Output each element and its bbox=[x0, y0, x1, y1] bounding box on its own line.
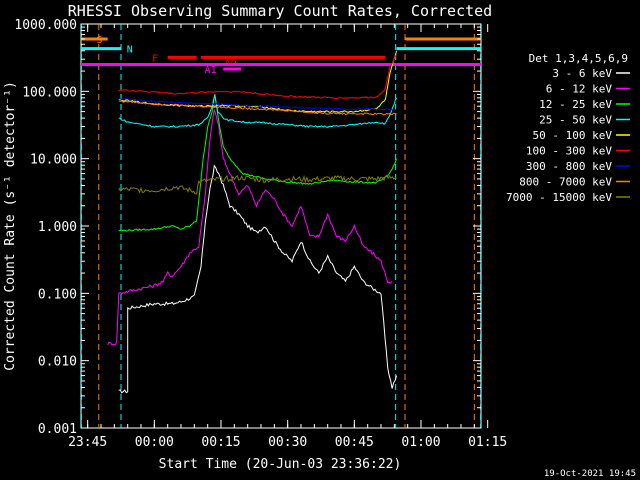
series-line bbox=[118, 94, 398, 128]
legend-entry-label: 7000 - 15000 keV bbox=[506, 191, 612, 204]
series-line bbox=[118, 100, 397, 116]
x-tick-label: 00:45 bbox=[335, 435, 374, 450]
legend-entry-label: 25 - 50 keV bbox=[539, 114, 612, 127]
x-tick-label: 01:15 bbox=[468, 435, 507, 450]
legend-entry-label: 100 - 300 keV bbox=[526, 145, 612, 158]
legend: Det 1,3,4,5,6,9 3 - 6 keV 6 - 12 keV 12 - … bbox=[506, 52, 630, 204]
y-tick-label: 1000.000 bbox=[14, 18, 77, 33]
legend-entry-label: 6 - 12 keV bbox=[546, 83, 613, 96]
state-bar-label: F bbox=[152, 53, 158, 64]
y-tick-label: 0.001 bbox=[38, 422, 77, 437]
y-tick-label: 100.000 bbox=[22, 85, 77, 100]
series-line bbox=[118, 174, 397, 195]
y-tick-label: 0.100 bbox=[38, 287, 77, 302]
chart-title: RHESSI Observing Summary Count Rates, Co… bbox=[68, 2, 492, 20]
x-tick-label: 00:00 bbox=[135, 435, 174, 450]
legend-entry-label: 300 - 800 keV bbox=[526, 160, 612, 173]
series-line bbox=[118, 97, 397, 111]
state-bar-label: N bbox=[127, 45, 133, 56]
legend-entry-label: 50 - 100 keV bbox=[533, 129, 613, 142]
series-lines bbox=[107, 50, 398, 394]
x-axis-ticks: 23:45 00:00 00:15 00:30 00:45 01:00 01:15 bbox=[68, 24, 507, 450]
x-tick-label: 01:00 bbox=[401, 435, 440, 450]
series-line bbox=[118, 54, 397, 100]
legend-entry-label: 12 - 25 keV bbox=[539, 98, 612, 111]
state-bar-label: S bbox=[97, 35, 103, 46]
legend-title: Det 1,3,4,5,6,9 bbox=[529, 52, 628, 65]
y-axis-ticks: 1000.000 100.000 10.000 1.000 0.100 0.010 0.00… bbox=[14, 18, 481, 437]
series-line bbox=[107, 109, 393, 346]
y-tick-label: 0.010 bbox=[38, 355, 77, 370]
x-axis-label: Start Time (20-Jun-03 23:36:22) bbox=[159, 457, 402, 472]
state-bar-label: A1 bbox=[205, 65, 217, 76]
x-tick-label: 00:15 bbox=[201, 435, 240, 450]
y-tick-label: 10.000 bbox=[30, 153, 77, 168]
series-line bbox=[118, 93, 398, 232]
y-axis-label: Corrected Count Rate (s⁻¹ detector⁻¹) bbox=[3, 81, 18, 371]
x-tick-label: 23:45 bbox=[68, 435, 107, 450]
state-bars: SNFAOA1 bbox=[81, 35, 481, 76]
series-line bbox=[118, 164, 398, 394]
legend-entry-label: 3 - 6 keV bbox=[552, 67, 612, 80]
x-tick-label: 00:30 bbox=[268, 435, 307, 450]
y-tick-label: 1.000 bbox=[38, 220, 77, 235]
legend-entry-label: 800 - 7000 keV bbox=[519, 176, 612, 189]
footer-date: 19-Oct-2021 19:45 bbox=[544, 469, 636, 479]
